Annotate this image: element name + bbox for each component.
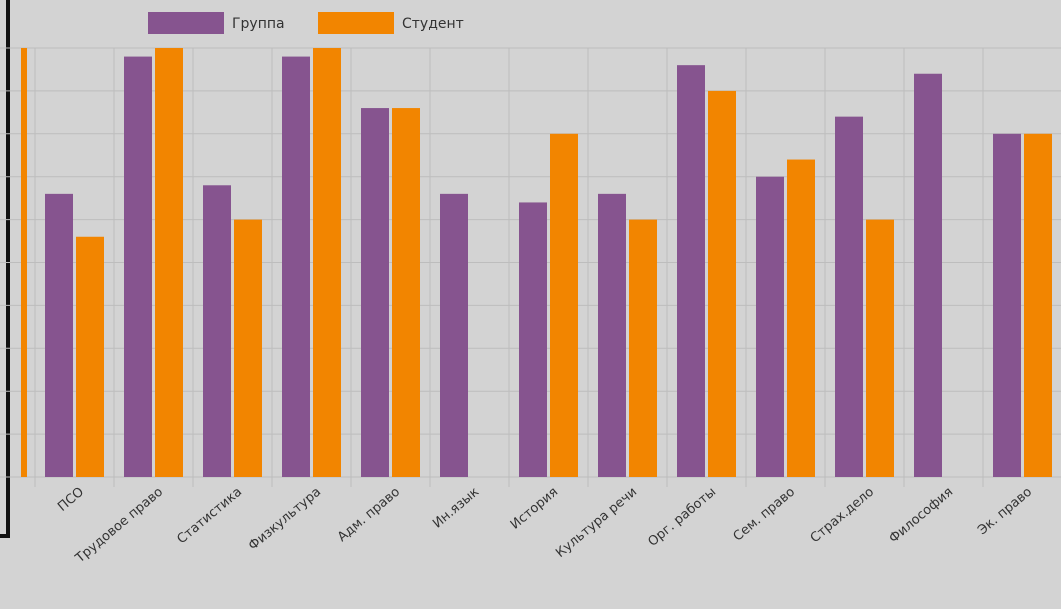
x-tick-label: Адм. право xyxy=(335,485,403,546)
legend-swatch-0[interactable] xyxy=(148,12,224,34)
bar-group-4 xyxy=(361,108,389,477)
bar-student-12 xyxy=(1024,133,1052,478)
bars xyxy=(21,48,1052,478)
x-tick-label: Философия xyxy=(886,485,956,547)
x-tick-label: Статистика xyxy=(174,485,245,548)
bar-student-9 xyxy=(787,159,815,478)
bar-group-2 xyxy=(203,185,231,477)
bar-student-6 xyxy=(550,133,578,478)
bar-group-12 xyxy=(993,133,1021,478)
bar-student-0 xyxy=(76,236,104,477)
x-tick-label: История xyxy=(508,485,561,533)
legend-swatch-1[interactable] xyxy=(318,12,394,34)
panel-border xyxy=(0,0,10,538)
bar-student-8 xyxy=(708,90,736,478)
bar-group-8 xyxy=(677,65,705,477)
x-tick-label: Физкультура xyxy=(246,485,324,554)
x-tick-label: Ин.язык xyxy=(430,484,482,531)
bar-group-1 xyxy=(124,56,152,478)
x-tick-label: ПСО xyxy=(55,485,87,515)
x-tick-label: Сем. право xyxy=(731,485,798,545)
bar-student-7 xyxy=(629,219,657,477)
bar-student-2 xyxy=(234,219,262,477)
legend-label-0[interactable]: Группа xyxy=(232,16,285,32)
bar-student-4 xyxy=(392,108,420,477)
bar-student-10 xyxy=(866,219,894,477)
bar-group-7 xyxy=(598,193,626,478)
bar-group-9 xyxy=(756,176,784,477)
x-tick-label: Трудовое право xyxy=(72,485,166,567)
legend: Группа Студент xyxy=(148,12,464,34)
bar-group-10 xyxy=(835,116,863,477)
bar-group-11 xyxy=(914,73,942,478)
x-tick-label: Страх.дело xyxy=(808,485,877,547)
x-tick-label: Эк. право xyxy=(975,485,1035,539)
bar-clipped-edge xyxy=(21,48,27,477)
bar-group-5 xyxy=(440,193,468,478)
bar-student-1 xyxy=(155,48,183,477)
bar-student-3 xyxy=(313,48,341,477)
bar-group-0 xyxy=(45,193,73,478)
bar-group-3 xyxy=(282,56,310,478)
x-tick-label: Культура речи xyxy=(553,485,640,561)
bar-group-6 xyxy=(519,202,547,477)
legend-label-1[interactable]: Студент xyxy=(402,16,464,32)
x-tick-label: Орг. работы xyxy=(645,485,719,550)
